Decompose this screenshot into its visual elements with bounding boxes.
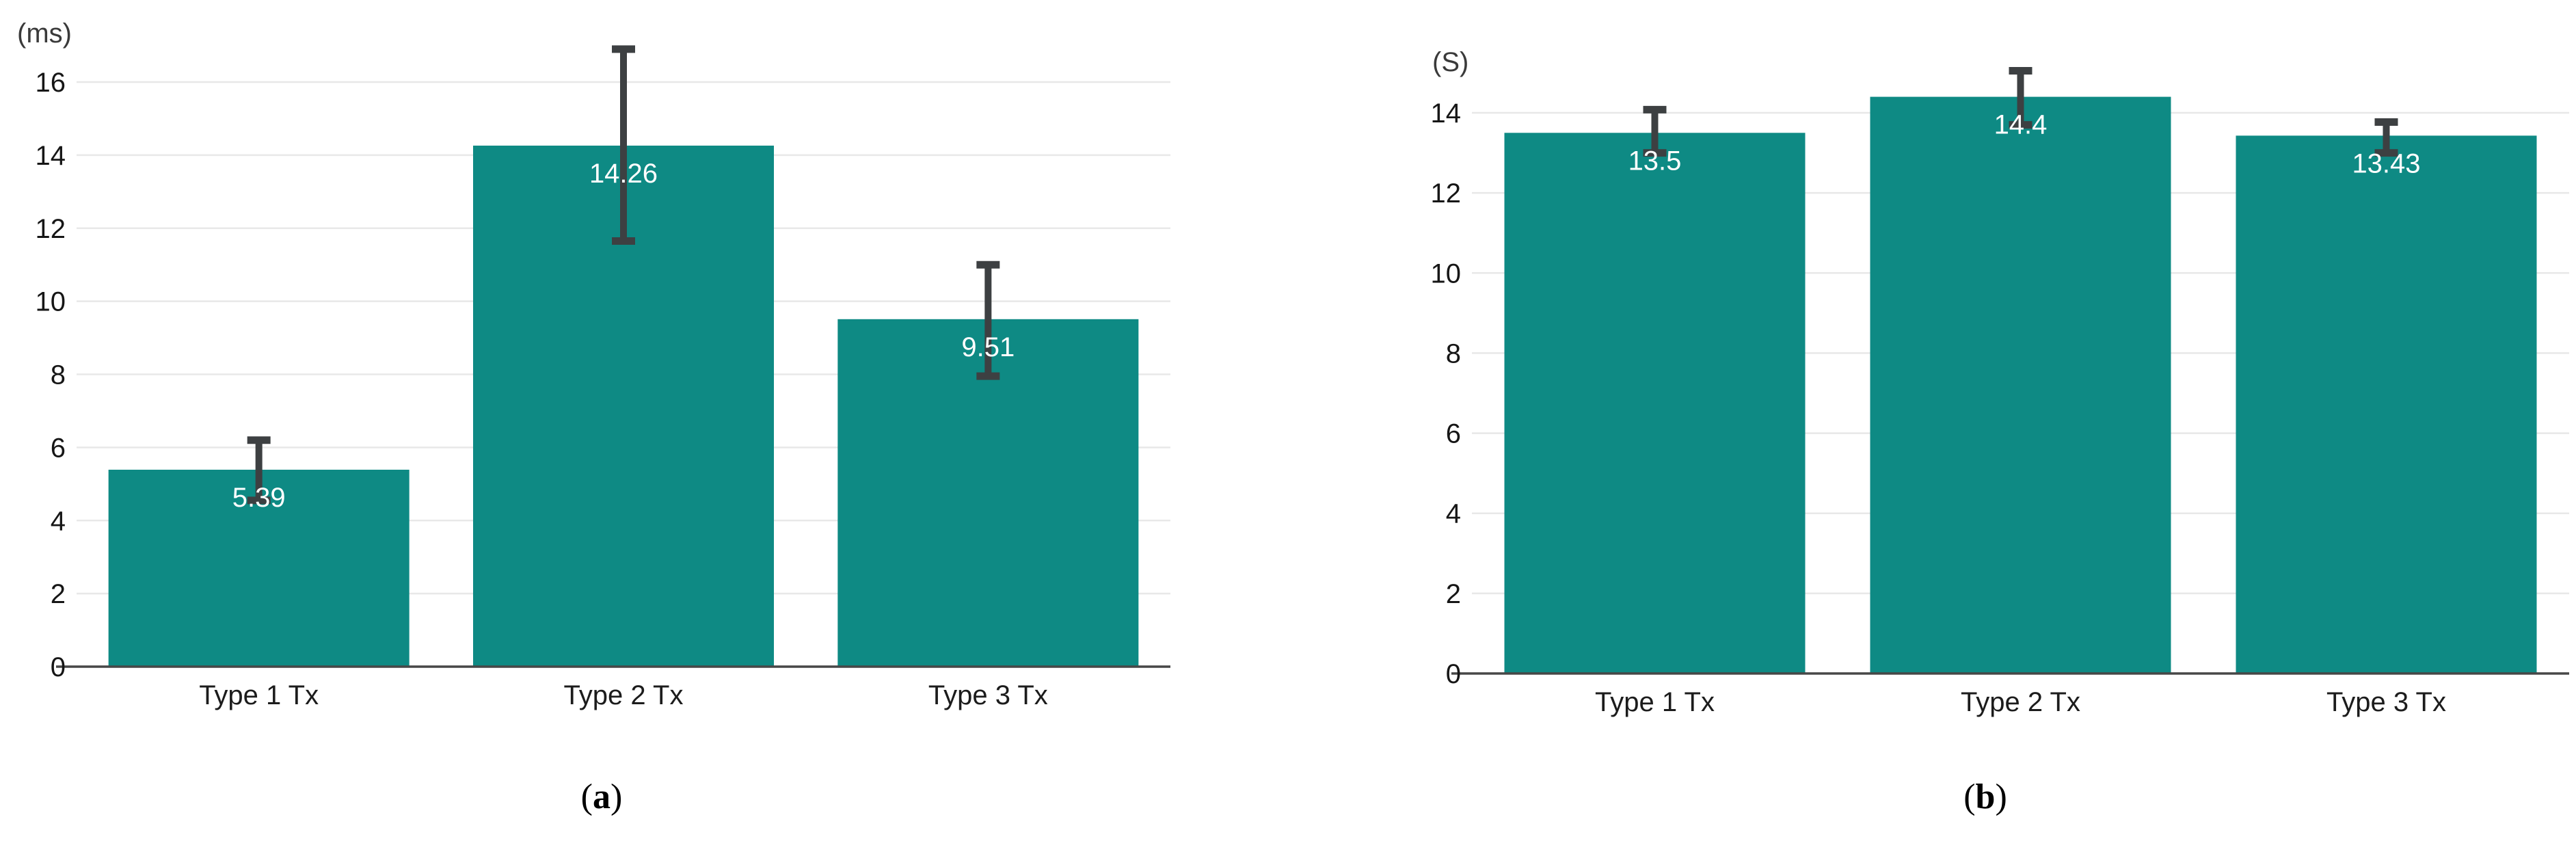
figure: 5.39 14.26 9.51 0 2 4 6 8 10 12 14 16 Type 1 Tx Type … [0,0,2576,818]
y-tick-label: 12 [1431,178,1462,209]
bar-value-label: 14.4 [1994,110,2048,140]
bar-value-label: 14.26 [589,159,658,189]
y-tick-label: 6 [51,433,66,463]
x-tick-label: Type 3 Tx [928,680,1048,710]
caption-b-letter: b [1975,777,1996,816]
caption-a-open: ( [580,777,593,816]
caption-a-letter: a [593,777,611,816]
x-tick-label: Type 2 Tx [564,680,684,710]
y-tick-label: 6 [1446,419,1461,449]
bar-value-label: 5.39 [232,483,286,513]
bar [1504,133,1806,674]
x-tick-label: Type 1 Tx [1595,687,1715,717]
y-tick-label: 16 [36,68,66,98]
y-tick-label: 12 [36,214,66,244]
y-tick-label: 2 [1446,579,1461,609]
x-tick-label: Type 1 Tx [199,680,319,710]
y-tick-label: 10 [36,287,66,317]
y-tick-label: 0 [1446,659,1461,689]
y-axis-unit-label: (ms) [17,18,72,49]
y-tick-label: 2 [51,579,66,609]
y-tick-label: 14 [1431,98,1462,129]
bar-value-label: 9.51 [961,332,1015,362]
bar-chart-a: 5.39 14.26 9.51 0 2 4 6 8 10 12 14 16 Type 1 Tx Type … [17,18,1170,710]
y-tick-label: 4 [1446,499,1461,529]
caption-a-close: ) [611,777,623,816]
y-tick-label: 4 [51,506,66,536]
y-tick-label: 8 [1446,338,1461,369]
chart-panel-b: 13.5 14.4 13.43 0 2 4 6 8 10 12 14 Type 1 Tx Type 2 … [1395,0,2576,818]
y-tick-label: 14 [36,141,66,171]
bar [2236,135,2537,673]
caption-b-close: ) [1995,777,2007,816]
bar-chart-b: 13.5 14.4 13.43 0 2 4 6 8 10 12 14 Type 1 Tx Type 2 … [1431,47,2569,717]
y-axis-unit-label: (S) [1432,47,1468,77]
caption-b: (b) [1395,777,2576,818]
bar-value-label: 13.5 [1628,146,1682,176]
y-tick-label: 0 [51,652,66,682]
y-tick-label: 10 [1431,258,1462,289]
x-tick-label: Type 2 Tx [1961,687,2080,717]
caption-a: (a) [0,777,1203,818]
chart-panel-a: 5.39 14.26 9.51 0 2 4 6 8 10 12 14 16 Type 1 Tx Type … [0,0,1203,818]
x-tick-label: Type 3 Tx [2326,687,2446,717]
caption-b-open: ( [1963,777,1976,816]
bar-value-label: 13.43 [2352,148,2420,178]
bar [1870,96,2171,674]
y-tick-label: 8 [51,360,66,390]
